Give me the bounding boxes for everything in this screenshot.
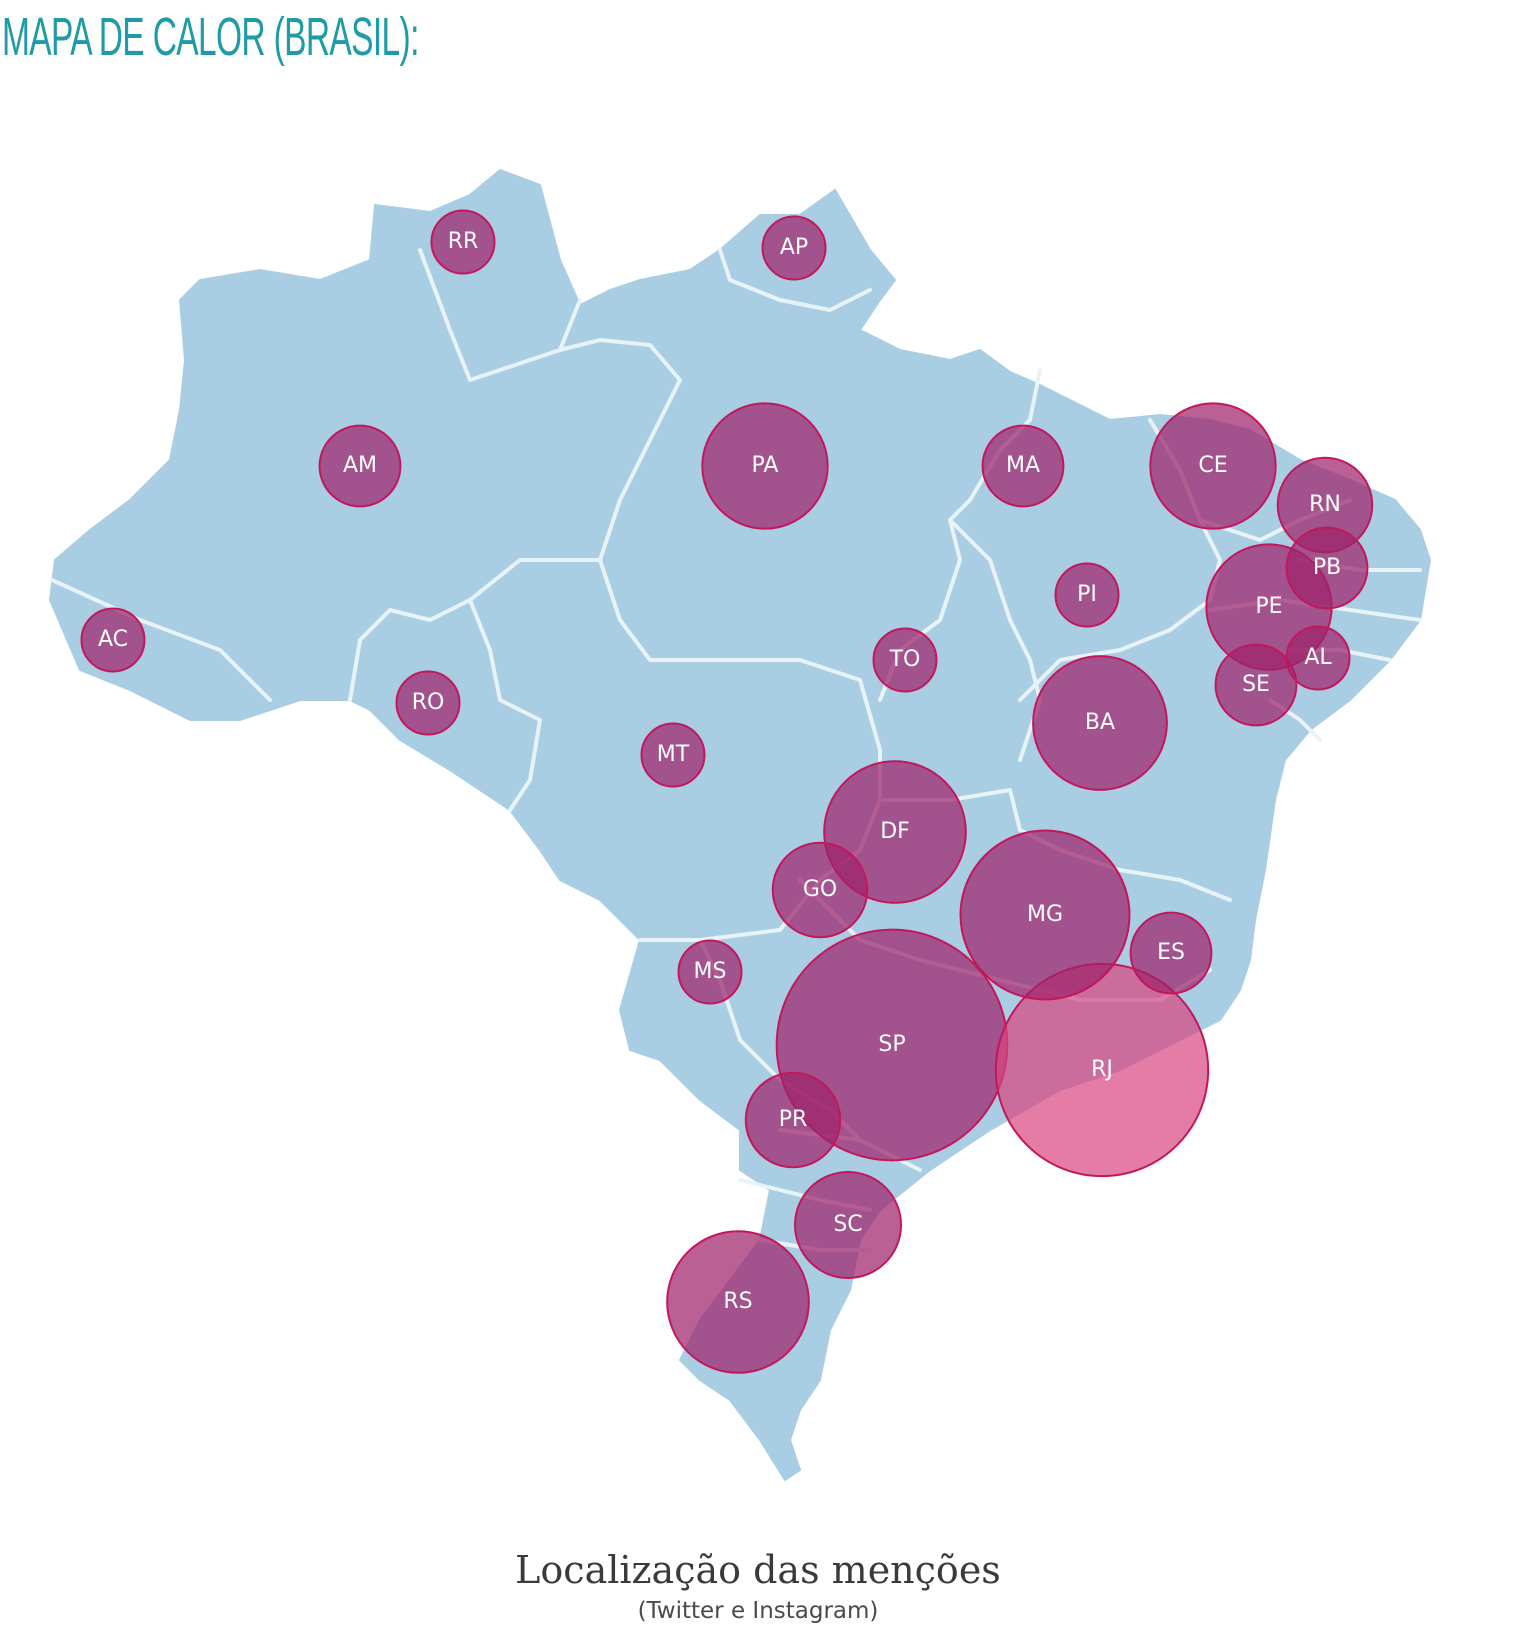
state-label-rr: RR [448,229,479,254]
bubble-al [1285,625,1351,691]
bubble-rr [430,209,496,275]
bubble-ap [761,215,827,281]
bubble-ma [981,424,1065,508]
bubble-sc [794,1171,902,1279]
state-label-pr: PR [779,1107,808,1132]
state-label-pe: PE [1255,594,1282,619]
bubble-go [771,841,869,939]
caption-title: Localização das menções [515,1548,1001,1592]
bubble-to [872,627,938,693]
state-label-ma: MA [1006,453,1040,478]
bubble-ro [395,670,461,736]
state-label-am: AM [343,453,377,478]
bubble-pa [701,402,829,530]
bubble-mt [640,722,706,788]
bubble-ce [1149,402,1277,530]
bubble-es [1129,911,1213,995]
state-label-mt: MT [657,742,690,767]
state-label-sp: SP [878,1032,905,1057]
state-label-ac: AC [98,627,128,652]
bubble-layer: RR AP AM PA MA CE RN PB PE PI AL SE AC RO TO MT BA DF GO MG… [80,209,1374,1374]
bubble-ac [80,607,146,673]
state-label-ms: MS [694,959,727,984]
state-label-ce: CE [1198,453,1227,478]
bubble-mg [959,829,1131,1001]
caption-subtitle: (Twitter e Instagram) [637,1598,879,1624]
bubble-rs [666,1230,810,1374]
bubble-pb [1285,526,1369,610]
state-label-ba: BA [1085,710,1115,735]
bubble-ms [677,939,743,1005]
state-label-df: DF [880,819,910,844]
state-label-ap: AP [780,235,808,260]
state-label-rn: RN [1309,492,1341,517]
state-label-es: ES [1157,940,1185,965]
bubble-am [318,424,402,508]
state-label-rj: RJ [1091,1057,1113,1082]
state-label-ro: RO [412,690,445,715]
state-label-pi: PI [1077,582,1097,607]
bubble-pi [1054,562,1120,628]
state-label-go: GO [803,877,837,902]
state-label-pb: PB [1313,555,1341,580]
page-title: MAPA DE CALOR (BRASIL): [2,7,419,67]
state-label-pa: PA [752,453,779,478]
state-label-al: AL [1304,645,1332,670]
state-label-rs: RS [723,1289,752,1314]
bubble-ba [1032,655,1168,791]
state-label-mg: MG [1027,902,1063,927]
state-label-sc: SC [833,1212,862,1237]
bubble-pr [744,1071,842,1169]
state-label-se: SE [1242,672,1270,697]
bubble-se [1214,643,1298,727]
state-label-to: TO [889,647,921,672]
